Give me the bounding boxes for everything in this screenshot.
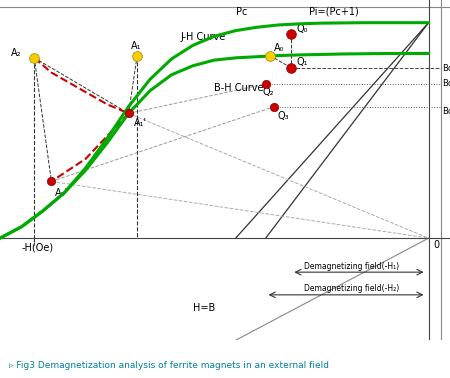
Text: J-H Curve: J-H Curve	[180, 32, 225, 42]
Text: 0: 0	[434, 240, 440, 250]
Text: A₂: A₂	[11, 48, 21, 57]
Text: H=B: H=B	[193, 303, 215, 313]
Text: A₁: A₁	[130, 41, 141, 51]
Text: Demagnetizing field(-H₁): Demagnetizing field(-H₁)	[304, 262, 399, 271]
Text: Bd₀: Bd₀	[442, 64, 450, 73]
Text: Q₀: Q₀	[297, 24, 308, 34]
Text: -H(Oe): -H(Oe)	[22, 243, 54, 253]
Text: A₀: A₀	[274, 43, 285, 53]
Text: B-H Curve: B-H Curve	[214, 83, 264, 93]
Text: ▹ Fig3 Demagnetization analysis of ferrite magnets in an external field: ▹ Fig3 Demagnetization analysis of ferri…	[9, 361, 329, 370]
Text: Bd₁: Bd₁	[442, 79, 450, 88]
Text: Pi=(Pc+1): Pi=(Pc+1)	[309, 7, 358, 17]
Text: Bd₂: Bd₂	[442, 107, 450, 116]
Text: A₁': A₁'	[134, 118, 147, 128]
Text: Q₃: Q₃	[278, 111, 289, 121]
Text: Q₁: Q₁	[297, 57, 308, 67]
Text: Pc: Pc	[236, 7, 247, 17]
Text: Q₂: Q₂	[262, 87, 274, 97]
Text: A₂': A₂'	[55, 188, 68, 198]
Text: Demagnetizing field(-H₂): Demagnetizing field(-H₂)	[304, 284, 399, 293]
